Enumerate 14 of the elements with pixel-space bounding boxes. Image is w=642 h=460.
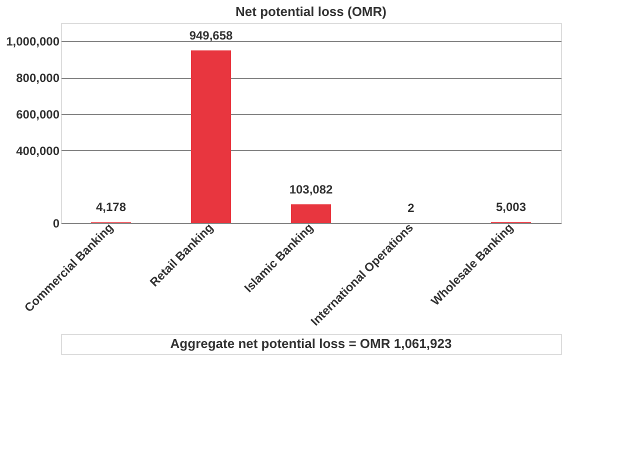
chart-title: Net potential loss (OMR) <box>236 4 386 19</box>
bar <box>191 50 231 223</box>
y-tick-label: 800,000 <box>16 71 60 86</box>
data-label: 949,658 <box>189 28 234 42</box>
data-label: 5,003 <box>496 200 526 214</box>
bar <box>291 204 331 223</box>
data-label: 103,082 <box>289 182 334 196</box>
data-label: 4,178 <box>96 200 126 214</box>
y-tick-label: 400,000 <box>16 144 60 158</box>
y-tick-label: 1,000,000 <box>6 34 60 49</box>
text: Aggregate net potential loss = OMR 1,061,923 <box>170 336 452 351</box>
data-label: 2 <box>408 201 415 215</box>
y-tick-label: 600,000 <box>16 107 60 122</box>
y-tick-label: 0 <box>52 216 60 230</box>
